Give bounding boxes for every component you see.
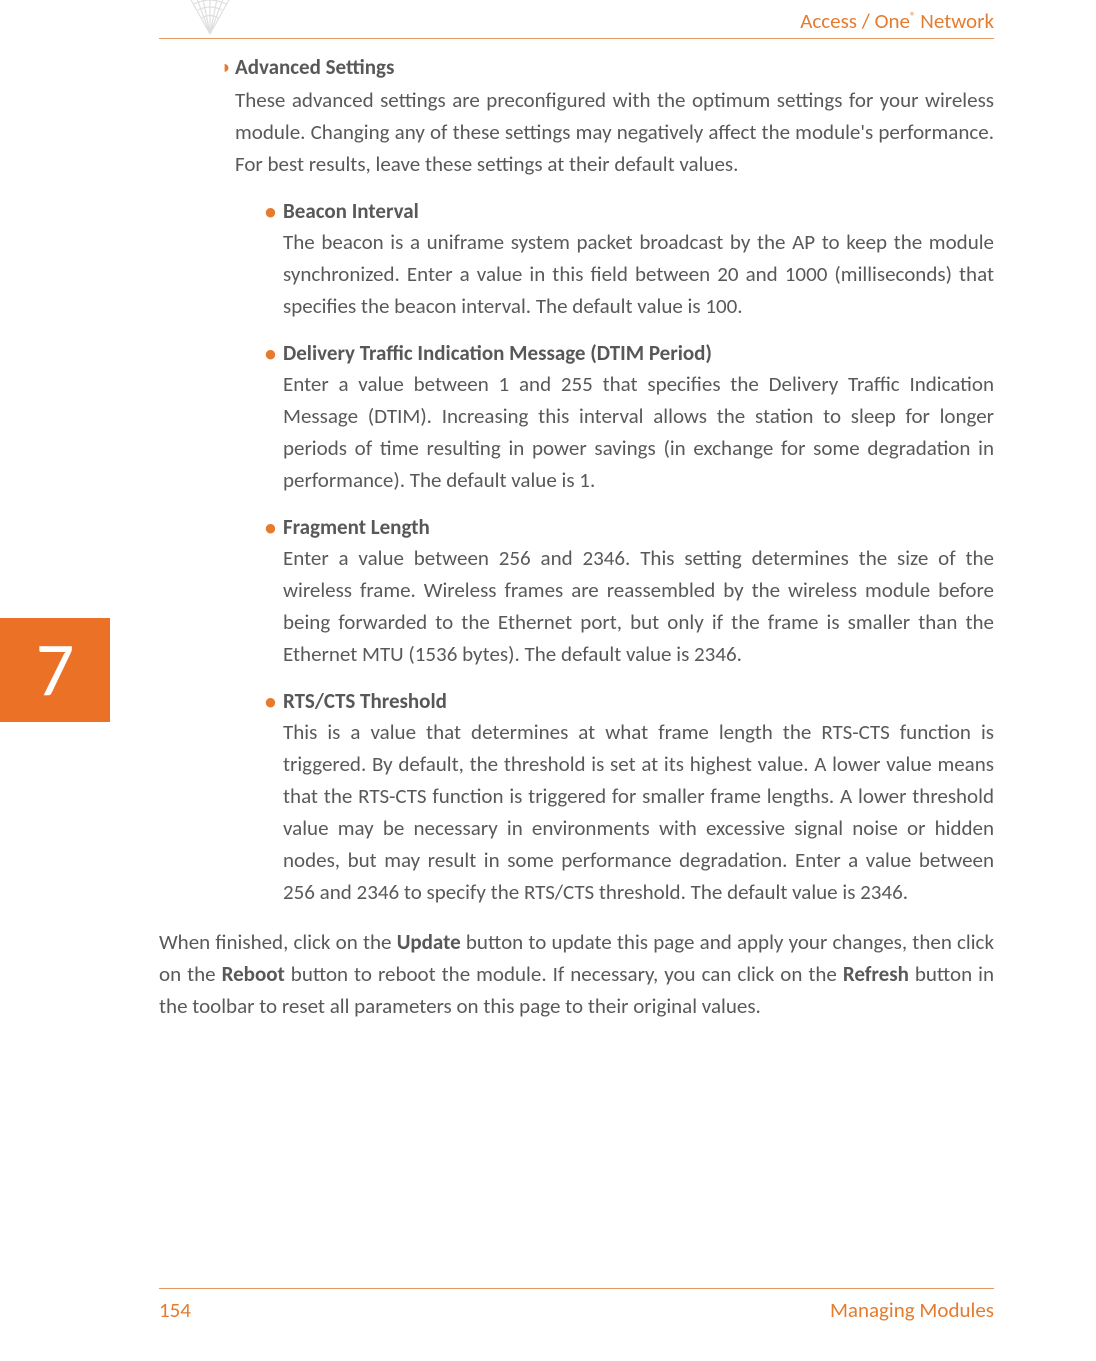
header-title: Access / One® Network (800, 8, 994, 34)
right-triangle-bullet-icon: ◗ (221, 54, 235, 81)
dot-bullet-icon: • (265, 688, 283, 715)
section-text: These advanced settings are preconfigure… (235, 84, 994, 180)
dot-bullet-icon: • (265, 340, 283, 367)
header-title-suffix: Network (916, 8, 994, 34)
closing-paragraph: When finished, click on the Update butto… (159, 926, 994, 1022)
header-rule (159, 38, 994, 39)
closing-text: button to reboot the module. If necessar… (285, 961, 843, 987)
item-title: Beacon Interval (283, 198, 994, 224)
update-button-label: Update (397, 929, 461, 955)
item-text: This is a value that determines at what … (283, 716, 994, 908)
item-rts-cts-threshold: • RTS/CTS Threshold This is a value that… (265, 688, 994, 908)
dot-bullet-icon: • (265, 198, 283, 225)
item-text: Enter a value between 1 and 255 that spe… (283, 368, 994, 496)
footer: 154 Managing Modules (159, 1297, 994, 1323)
logo-icon (184, 0, 236, 38)
header-title-prefix: Access / One (800, 8, 910, 34)
refresh-button-label: Refresh (843, 961, 909, 987)
content-area: ◗ Advanced Settings These advanced setti… (159, 54, 994, 1301)
item-text: Enter a value between 256 and 2346. This… (283, 542, 994, 670)
item-dtim-period: • Delivery Traffic Indication Message (D… (265, 340, 994, 496)
footer-section-name: Managing Modules (830, 1297, 994, 1323)
section-items: • Beacon Interval The beacon is a unifra… (265, 198, 994, 908)
page-number: 154 (159, 1297, 191, 1323)
item-fragment-length: • Fragment Length Enter a value between … (265, 514, 994, 670)
footer-rule (159, 1288, 994, 1289)
item-text: The beacon is a uniframe system packet b… (283, 226, 994, 322)
dot-bullet-icon: • (265, 514, 283, 541)
item-beacon-interval: • Beacon Interval The beacon is a unifra… (265, 198, 994, 322)
chapter-number: 7 (36, 624, 75, 716)
reboot-button-label: Reboot (222, 961, 285, 987)
closing-text: When finished, click on the (159, 929, 397, 955)
item-title: Fragment Length (283, 514, 994, 540)
chapter-tab: 7 (0, 618, 110, 722)
item-title: RTS/CTS Threshold (283, 688, 994, 714)
page: Access / One® Network 7 ◗ Advanced Setti… (0, 0, 1096, 1361)
section-advanced-settings: ◗ Advanced Settings These advanced setti… (221, 54, 994, 180)
section-title: Advanced Settings (235, 54, 994, 80)
item-title: Delivery Traffic Indication Message (DTI… (283, 340, 994, 366)
